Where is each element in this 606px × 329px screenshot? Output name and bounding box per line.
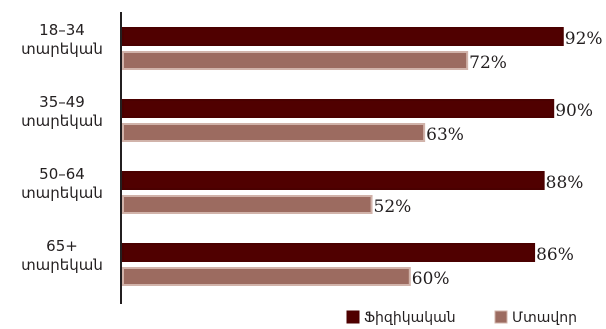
data-label-mental-2: 52% bbox=[374, 197, 412, 217]
data-labels: 92% 72% 90% 63% 88% 52% 86% 60% bbox=[374, 29, 603, 289]
data-label-physical-1: 90% bbox=[555, 101, 593, 121]
category-label-0: 18–34 տարեկան bbox=[21, 21, 103, 58]
bar-physical-0 bbox=[122, 27, 564, 46]
legend-swatch-physical bbox=[346, 310, 360, 324]
category-label-3: 65+ տարեկան bbox=[21, 237, 103, 274]
data-label-mental-0: 72% bbox=[469, 53, 507, 73]
category-label-line: տարեկան bbox=[21, 184, 103, 202]
data-label-physical-0: 92% bbox=[565, 29, 603, 49]
category-label-line: 35–49 bbox=[39, 93, 85, 111]
category-label-line: տարեկան bbox=[21, 256, 103, 274]
category-label-1: 35–49 տարեկան bbox=[21, 93, 103, 130]
legend-label-mental: Մտավոր bbox=[512, 310, 577, 326]
category-label-line: 18–34 bbox=[39, 21, 85, 39]
legend-label-physical: Ֆիզիկական bbox=[364, 310, 456, 326]
data-label-physical-3: 86% bbox=[536, 245, 574, 265]
category-label-line: 50–64 bbox=[39, 165, 85, 183]
bar-mental-2 bbox=[122, 195, 373, 214]
data-label-mental-3: 60% bbox=[412, 269, 450, 289]
category-label-2: 50–64 տարեկան bbox=[21, 165, 103, 202]
bar-mental-0 bbox=[122, 51, 469, 70]
bar-physical-1 bbox=[122, 99, 555, 118]
legend: Ֆիզիկական Մտավոր bbox=[346, 310, 577, 326]
bar-physical-3 bbox=[122, 243, 536, 262]
bar-physical-2 bbox=[122, 171, 545, 190]
bar-mental-3 bbox=[122, 267, 411, 286]
data-label-physical-2: 88% bbox=[546, 173, 584, 193]
data-label-mental-1: 63% bbox=[426, 125, 464, 145]
category-label-line: 65+ bbox=[46, 237, 78, 255]
category-label-line: տարեկան bbox=[21, 40, 103, 58]
bar-mental-1 bbox=[122, 123, 426, 142]
legend-swatch-mental bbox=[494, 310, 508, 324]
category-label-line: տարեկան bbox=[21, 112, 103, 130]
bars bbox=[122, 27, 564, 286]
